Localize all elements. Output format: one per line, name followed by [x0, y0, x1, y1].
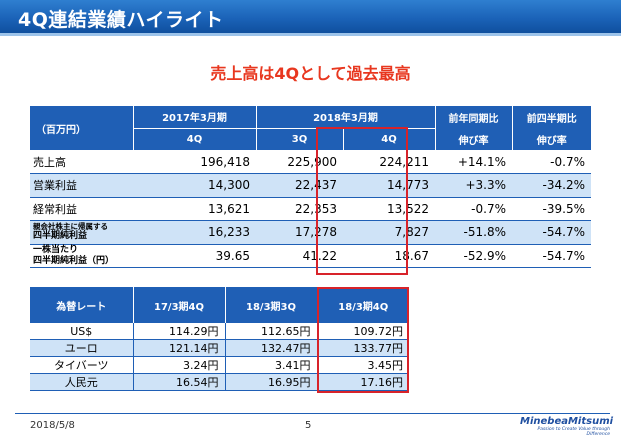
page-number: 5 — [305, 420, 312, 431]
unit-label: （百万円） — [30, 106, 133, 150]
cell-fy2018-4q: 7,827 — [343, 220, 435, 245]
col-fy2017-4q: 4Q — [132, 128, 256, 150]
company-logo: MinebeaMitsumi Passion to Create Value t… — [520, 416, 614, 437]
cell-yoy: +3.3% — [435, 173, 512, 198]
row-label: 一株当たり 四半期純利益（円） — [30, 244, 133, 268]
fx-cell: 17.16円 — [316, 373, 409, 391]
row-label: 営業利益 — [30, 173, 133, 198]
results-table: （百万円） 2017年3月期 2018年3月期 前年同期比 前四半期比 4Q 3… — [30, 106, 591, 268]
cell-fy2018-3q: 17,278 — [256, 220, 343, 245]
col-yoy-line1: 前年同期比 — [434, 106, 512, 128]
cell-fy2017-4q: 39.65 — [133, 244, 256, 268]
highlight-box-fx-4q — [317, 287, 409, 393]
cell-fy2017-4q: 14,300 — [133, 173, 256, 198]
fx-cell: 16.54円 — [132, 373, 225, 391]
currency-label: タイバーツ — [30, 356, 133, 374]
cell-qoq: -54.7% — [512, 220, 591, 245]
cell-fy2018-4q: 14,773 — [343, 173, 435, 198]
currency-label: 人民元 — [30, 373, 133, 391]
period-fy2017: 2017年3月期 — [132, 106, 256, 129]
cell-fy2018-4q: 224,211 — [343, 150, 435, 174]
cell-fy2017-4q: 196,418 — [133, 150, 256, 174]
row-label: 親会社株主に帰属する 四半期純利益 — [30, 220, 133, 245]
cell-fy2018-4q: 13,522 — [343, 197, 435, 221]
page-title: 4Q連結業績ハイライト — [18, 9, 224, 31]
footer-date: 2018/5/8 — [30, 420, 75, 431]
table-row: 一株当たり 四半期純利益（円） 39.65 41.22 18.67 -52.9%… — [30, 244, 591, 268]
logo-tagline: Passion to Create Value through Differen… — [537, 427, 610, 437]
col-qoq-line2: 伸び率 — [511, 128, 591, 150]
cell-fy2018-4q: 18.67 — [343, 244, 435, 268]
row-label-line2: 四半期純利益 — [33, 231, 88, 242]
fx-cell: 3.41円 — [224, 356, 317, 374]
table-row: 経常利益 13,621 22,353 13,522 -0.7% -39.5% — [30, 197, 591, 221]
row-label-line2: 四半期純利益（円） — [33, 255, 115, 266]
cell-yoy: -52.9% — [435, 244, 512, 268]
table-row: 人民元 16.54円 16.95円 17.16円 — [30, 373, 409, 391]
col-fy2018-4q: 4Q — [342, 128, 435, 150]
headline: 売上高は4Qとして過去最高 — [210, 64, 411, 83]
fx-cell: 112.65円 — [224, 323, 317, 340]
logo-wordmark: MinebeaMitsumi — [520, 416, 614, 427]
table-row: 親会社株主に帰属する 四半期純利益 16,233 17,278 7,827 -5… — [30, 220, 591, 245]
cell-yoy: -0.7% — [435, 197, 512, 221]
cell-qoq: -54.7% — [512, 244, 591, 268]
fx-col-18-3q: 18/3期3Q — [224, 287, 317, 323]
col-fy2018-3q: 3Q — [255, 128, 343, 150]
fx-header: 為替レート — [30, 287, 133, 323]
row-label-line1: 一株当たり — [33, 244, 79, 255]
cell-fy2018-3q: 41.22 — [256, 244, 343, 268]
cell-fy2017-4q: 16,233 — [133, 220, 256, 245]
table-row: 売上高 196,418 225,900 224,211 +14.1% -0.7% — [30, 150, 591, 174]
cell-qoq: -39.5% — [512, 197, 591, 221]
title-underline — [0, 33, 621, 36]
fx-cell: 133.77円 — [316, 339, 409, 357]
table-row: ユーロ 121.14円 132.47円 133.77円 — [30, 339, 409, 357]
fx-cell: 114.29円 — [132, 323, 225, 340]
fx-col-17-4q: 17/3期4Q — [132, 287, 225, 323]
fx-cell: 132.47円 — [224, 339, 317, 357]
row-label: 経常利益 — [30, 197, 133, 221]
cell-yoy: -51.8% — [435, 220, 512, 245]
fx-cell: 16.95円 — [224, 373, 317, 391]
period-fy2018: 2018年3月期 — [255, 106, 435, 129]
currency-label: ユーロ — [30, 339, 133, 357]
fx-cell: 109.72円 — [316, 323, 409, 340]
title-bar: 4Q連結業績ハイライト — [0, 0, 621, 33]
cell-qoq: -34.2% — [512, 173, 591, 198]
fx-cell: 3.24円 — [132, 356, 225, 374]
col-qoq-line1: 前四半期比 — [511, 106, 591, 128]
cell-qoq: -0.7% — [512, 150, 591, 174]
col-yoy-line2: 伸び率 — [434, 128, 512, 150]
fx-cell: 121.14円 — [132, 339, 225, 357]
table-row: 営業利益 14,300 22,437 14,773 +3.3% -34.2% — [30, 173, 591, 198]
cell-yoy: +14.1% — [435, 150, 512, 174]
currency-label: US$ — [30, 323, 133, 340]
cell-fy2018-3q: 22,437 — [256, 173, 343, 198]
table-row: タイバーツ 3.24円 3.41円 3.45円 — [30, 356, 409, 374]
footer-divider — [15, 413, 610, 414]
cell-fy2018-3q: 22,353 — [256, 197, 343, 221]
highlight-box-4q — [316, 127, 408, 275]
cell-fy2018-3q: 225,900 — [256, 150, 343, 174]
fx-col-18-4q: 18/3期4Q — [316, 287, 409, 323]
fx-cell: 3.45円 — [316, 356, 409, 374]
row-label: 売上高 — [30, 150, 133, 174]
cell-fy2017-4q: 13,621 — [133, 197, 256, 221]
table-row: US$ 114.29円 112.65円 109.72円 — [30, 323, 409, 340]
row-label-line1: 親会社株主に帰属する — [33, 222, 108, 232]
fx-table: 為替レート 17/3期4Q 18/3期3Q 18/3期4Q US$ 114.29… — [30, 287, 409, 391]
